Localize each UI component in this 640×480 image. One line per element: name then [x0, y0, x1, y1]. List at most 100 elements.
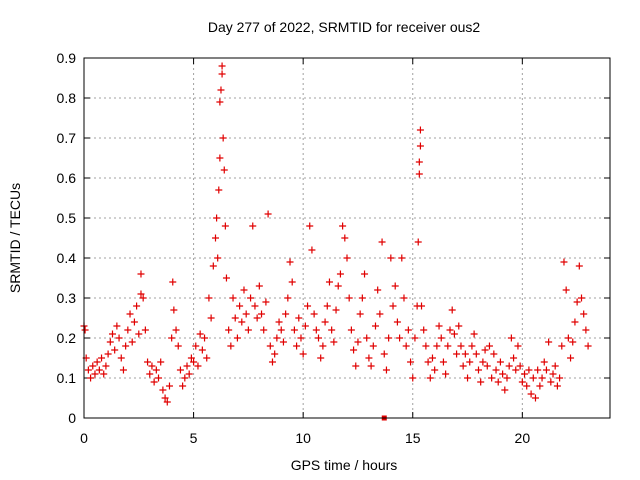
- x-tick-label: 5: [190, 430, 198, 446]
- data-point: [501, 386, 509, 394]
- data-point: [95, 366, 103, 374]
- data-point: [196, 330, 204, 338]
- data-point: [507, 334, 515, 342]
- data-point: [492, 366, 500, 374]
- data-point: [159, 386, 167, 394]
- data-point: [240, 286, 248, 294]
- data-point: [146, 370, 154, 378]
- data-point: [308, 246, 316, 254]
- data-point: [216, 154, 224, 162]
- data-point: [128, 338, 136, 346]
- data-point: [416, 126, 424, 134]
- y-tick-label: 0.9: [57, 50, 77, 66]
- data-point: [203, 354, 211, 362]
- data-point: [286, 258, 294, 266]
- data-point: [87, 374, 95, 382]
- data-point: [424, 358, 432, 366]
- data-point: [170, 306, 178, 314]
- data-point: [172, 326, 180, 334]
- data-point: [231, 314, 239, 322]
- data-point: [545, 338, 553, 346]
- data-point: [126, 310, 134, 318]
- data-point: [201, 334, 209, 342]
- data-point: [93, 358, 101, 366]
- data-point: [523, 382, 531, 390]
- data-point: [212, 234, 219, 242]
- data-point: [345, 294, 353, 302]
- data-point: [455, 322, 463, 330]
- y-axis-label: SRMTID / TECUs: [7, 183, 23, 293]
- data-point: [418, 302, 426, 310]
- data-point: [113, 322, 121, 330]
- data-point: [279, 338, 287, 346]
- y-tick-label: 0.2: [57, 330, 77, 346]
- data-point: [551, 362, 559, 370]
- data-point: [306, 222, 314, 230]
- data-point: [190, 358, 198, 366]
- data-point: [117, 354, 125, 362]
- data-point: [115, 334, 123, 342]
- data-point: [155, 374, 163, 382]
- data-point: [525, 366, 533, 374]
- data-point: [356, 310, 364, 318]
- data-point: [391, 282, 399, 290]
- data-point: [448, 306, 456, 314]
- data-point: [562, 286, 570, 294]
- data-point: [433, 342, 441, 350]
- data-point: [122, 342, 130, 350]
- data-point: [119, 366, 127, 374]
- data-point: [558, 342, 566, 350]
- data-point: [312, 326, 320, 334]
- data-point: [271, 350, 279, 358]
- data-point: [108, 330, 116, 338]
- data-point: [490, 350, 498, 358]
- data-point: [328, 326, 336, 334]
- data-point: [516, 362, 524, 370]
- data-point: [236, 302, 244, 310]
- data-point: [371, 322, 379, 330]
- data-point: [144, 358, 152, 366]
- data-point: [247, 294, 255, 302]
- data-point: [330, 338, 338, 346]
- data-point: [290, 326, 298, 334]
- data-point: [91, 370, 99, 378]
- data-point: [168, 334, 176, 342]
- data-point: [244, 326, 252, 334]
- data-point: [157, 358, 165, 366]
- data-point: [141, 326, 149, 334]
- data-point: [268, 358, 276, 366]
- data-point: [549, 370, 557, 378]
- data-point: [428, 354, 436, 362]
- data-point: [457, 342, 465, 350]
- data-point: [293, 342, 301, 350]
- data-point: [393, 318, 401, 326]
- data-point: [315, 334, 323, 342]
- data-point: [569, 338, 577, 346]
- y-tick-label: 0.8: [57, 90, 77, 106]
- data-point: [534, 366, 542, 374]
- data-point: [512, 366, 520, 374]
- data-point: [325, 278, 333, 286]
- data-point: [133, 302, 141, 310]
- data-point: [282, 310, 290, 318]
- data-point: [466, 358, 474, 366]
- data-point: [547, 378, 555, 386]
- data-point: [542, 366, 550, 374]
- data-point: [374, 286, 382, 294]
- data-point: [321, 318, 329, 326]
- data-point: [407, 358, 415, 366]
- data-point: [323, 302, 331, 310]
- data-point: [217, 86, 225, 94]
- y-tick-label: 0.5: [57, 210, 77, 226]
- data-point: [111, 346, 119, 354]
- data-point: [529, 374, 537, 382]
- data-point: [343, 254, 351, 262]
- data-point: [216, 98, 224, 106]
- data-point: [361, 270, 369, 278]
- data-point: [98, 354, 106, 362]
- data-point: [468, 342, 476, 350]
- data-point: [301, 322, 309, 330]
- data-point: [152, 366, 160, 374]
- data-point: [580, 310, 588, 318]
- data-point: [435, 322, 443, 330]
